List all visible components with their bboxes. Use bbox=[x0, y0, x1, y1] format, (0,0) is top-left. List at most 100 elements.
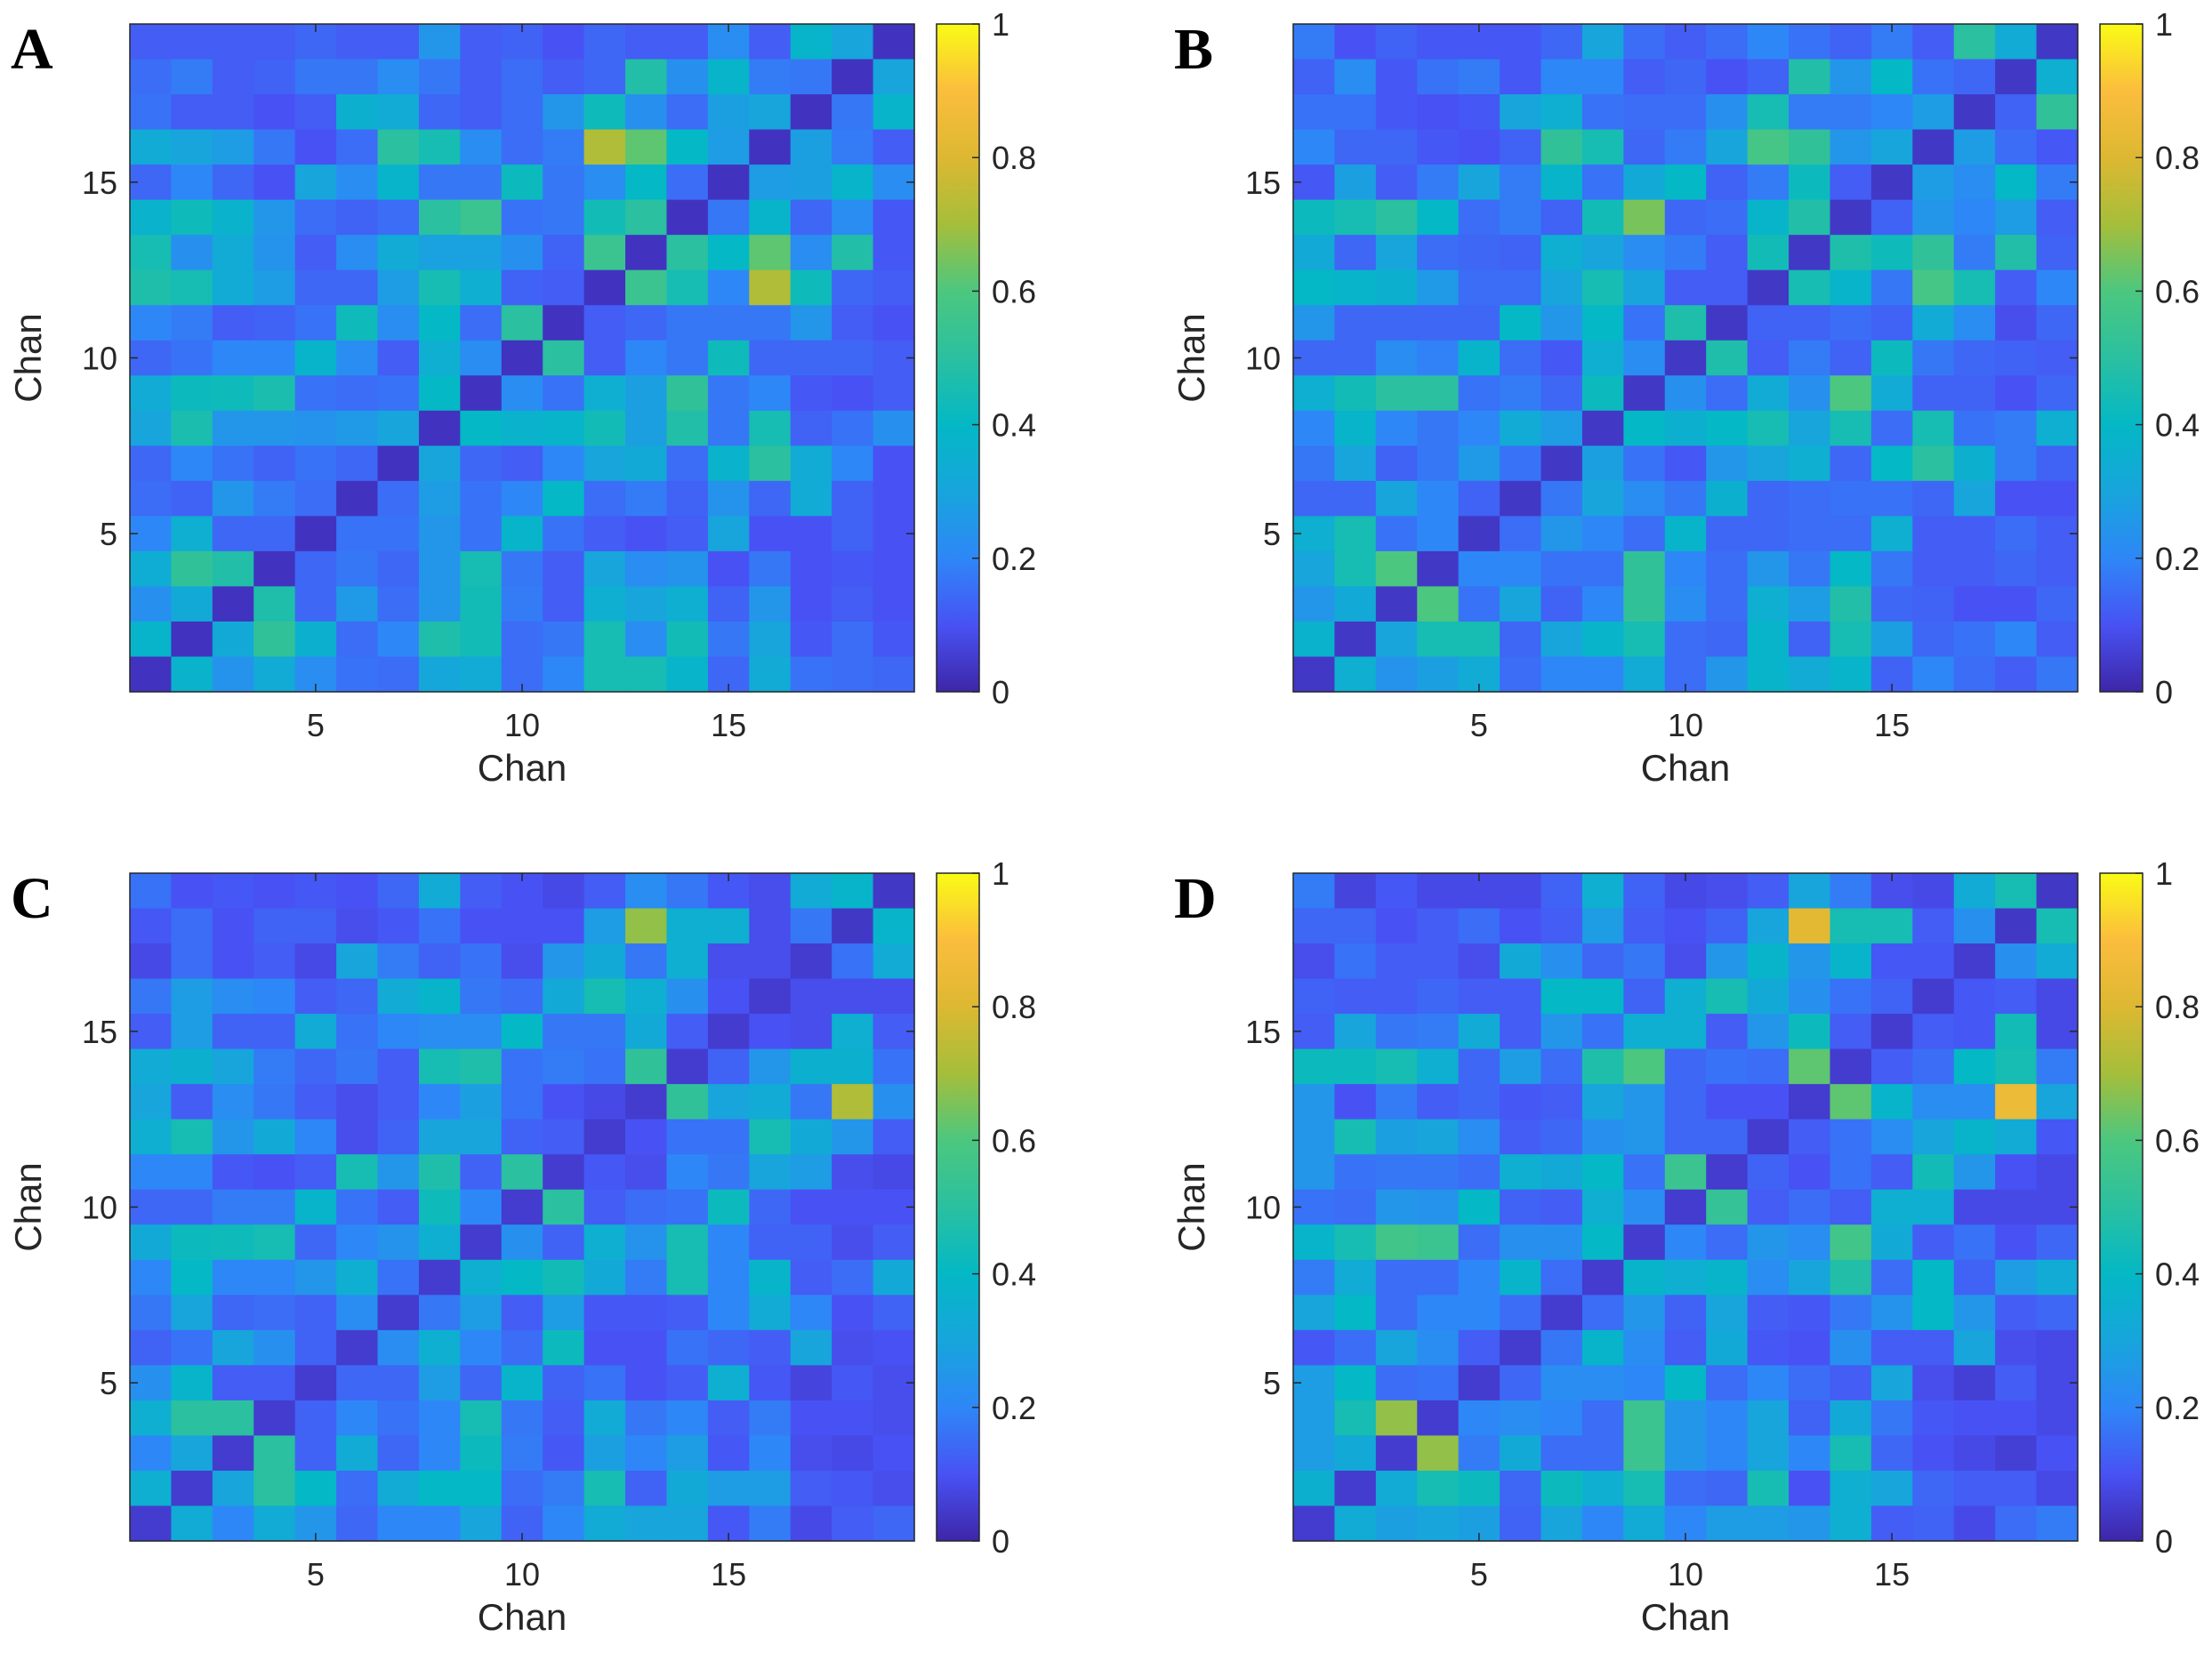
heatmap-cell bbox=[1789, 873, 1831, 910]
heatmap-cell bbox=[460, 94, 503, 131]
heatmap-cell bbox=[460, 164, 503, 201]
heatmap-cell bbox=[1375, 164, 1418, 201]
heatmap-cell bbox=[873, 445, 915, 482]
heatmap-cell bbox=[625, 164, 668, 201]
heatmap-cell bbox=[336, 1048, 379, 1085]
heatmap-cell bbox=[253, 445, 296, 482]
panel-label: B bbox=[1174, 17, 1213, 82]
heatmap-cell bbox=[1789, 1084, 1831, 1120]
heatmap-cell bbox=[212, 129, 254, 165]
heatmap-cell bbox=[790, 586, 833, 622]
heatmap-cell bbox=[253, 1400, 296, 1437]
colorbar-tick-label: 0 bbox=[992, 1523, 1009, 1560]
heatmap-cell bbox=[1375, 1189, 1418, 1225]
heatmap-cell bbox=[1334, 1400, 1377, 1437]
heatmap-cell bbox=[583, 340, 626, 376]
heatmap-cell bbox=[707, 516, 750, 552]
heatmap-cell bbox=[1953, 1084, 1996, 1120]
heatmap-cell bbox=[336, 410, 379, 446]
heatmap-cell bbox=[1830, 59, 1872, 95]
heatmap-cell bbox=[253, 410, 296, 446]
heatmap-cell bbox=[666, 1224, 709, 1261]
heatmap-cell bbox=[749, 1259, 792, 1296]
heatmap-cell bbox=[1789, 1119, 1831, 1155]
heatmap-cell bbox=[1789, 375, 1831, 412]
heatmap-cell bbox=[1747, 1259, 1790, 1296]
heatmap-cell bbox=[1664, 375, 1707, 412]
heatmap-cell bbox=[1540, 199, 1583, 236]
heatmap-cell bbox=[253, 978, 296, 1015]
heatmap-cell bbox=[294, 1470, 337, 1507]
heatmap-cell bbox=[873, 1505, 915, 1542]
heatmap-cell bbox=[790, 94, 833, 131]
heatmap-cell bbox=[1706, 375, 1749, 412]
heatmap-cell bbox=[1706, 1014, 1749, 1050]
heatmap-cell bbox=[749, 656, 792, 693]
heatmap-cell bbox=[1375, 550, 1418, 588]
heatmap-cell bbox=[583, 480, 626, 517]
heatmap-cell bbox=[1623, 1014, 1666, 1050]
x-tick-label: 15 bbox=[1874, 1556, 1910, 1593]
heatmap-cell bbox=[212, 94, 254, 131]
heatmap-cell bbox=[377, 1295, 420, 1331]
heatmap-cell bbox=[253, 59, 296, 95]
heatmap-cell bbox=[1664, 908, 1707, 944]
heatmap-cell bbox=[1870, 1259, 1913, 1296]
heatmap-cell bbox=[1458, 235, 1500, 271]
heatmap-cell bbox=[543, 1505, 585, 1542]
heatmap-cell bbox=[1789, 59, 1831, 95]
heatmap-cell bbox=[212, 235, 254, 271]
heatmap-cell bbox=[666, 410, 709, 446]
heatmap-cell bbox=[212, 1154, 254, 1191]
heatmap-cell bbox=[707, 621, 750, 658]
heatmap-cell bbox=[1458, 199, 1500, 236]
heatmap-cell bbox=[543, 94, 585, 131]
heatmap-cell bbox=[336, 1470, 379, 1507]
heatmap-cell bbox=[1870, 1189, 1913, 1225]
heatmap-cell bbox=[253, 1014, 296, 1050]
heatmap-cell bbox=[707, 978, 750, 1015]
heatmap-cell bbox=[1334, 24, 1377, 60]
heatmap-cell bbox=[1334, 1189, 1377, 1225]
heatmap-cell bbox=[294, 621, 337, 658]
heatmap-cell bbox=[1789, 1048, 1831, 1085]
heatmap-cell bbox=[583, 94, 626, 131]
heatmap-cell bbox=[1664, 943, 1707, 980]
heatmap-cell bbox=[1458, 410, 1500, 446]
heatmap-cell bbox=[543, 586, 585, 622]
heatmap-cell bbox=[1458, 1189, 1500, 1225]
heatmap-cell bbox=[130, 1119, 173, 1155]
heatmap-cell bbox=[832, 621, 874, 658]
heatmap-cell bbox=[1581, 129, 1624, 165]
heatmap-cell bbox=[1458, 1154, 1500, 1191]
heatmap-cell bbox=[377, 1435, 420, 1472]
heatmap-cell bbox=[1664, 621, 1707, 658]
heatmap-cell bbox=[1375, 1084, 1418, 1120]
heatmap-cell bbox=[336, 1014, 379, 1050]
heatmap-cell bbox=[1830, 621, 1872, 658]
colorbar bbox=[936, 23, 980, 693]
heatmap-cell bbox=[1500, 235, 1542, 271]
heatmap-cell bbox=[501, 1154, 543, 1191]
heatmap-cell bbox=[130, 1470, 173, 1507]
heatmap-cell bbox=[666, 340, 709, 376]
heatmap-cell bbox=[1540, 164, 1583, 201]
heatmap-cell bbox=[1664, 1470, 1707, 1507]
heatmap-cell bbox=[1830, 305, 1872, 341]
heatmap-cell bbox=[171, 1084, 213, 1120]
heatmap-cell bbox=[625, 1505, 668, 1542]
heatmap-cell bbox=[336, 1435, 379, 1472]
heatmap-cell bbox=[1830, 1329, 1872, 1366]
heatmap-cell bbox=[2036, 1505, 2079, 1542]
heatmap-cell bbox=[1581, 340, 1624, 376]
heatmap-cell bbox=[171, 129, 213, 165]
heatmap-cell bbox=[749, 305, 792, 341]
heatmap-cell bbox=[790, 1295, 833, 1331]
heatmap-cell bbox=[418, 1329, 461, 1366]
heatmap-cell bbox=[460, 375, 503, 412]
heatmap-cell bbox=[1623, 1295, 1666, 1331]
heatmap-cell bbox=[1747, 873, 1790, 910]
heatmap-cell bbox=[1953, 1295, 1996, 1331]
colorbar-tick-label: 0.6 bbox=[2155, 1122, 2200, 1159]
heatmap-cell bbox=[832, 1014, 874, 1050]
